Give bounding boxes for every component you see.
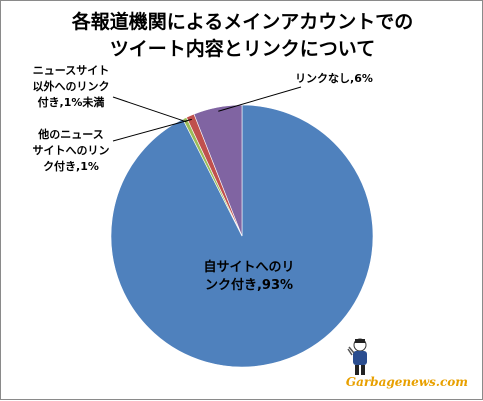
slice-label-own-site-line-1: 自サイトへのリ [203, 260, 295, 275]
chart-title-line-1: 各報道機関によるメインアカウントでの [71, 11, 414, 33]
slice-label-own-site-line-2: ンク付き,93% [204, 278, 294, 293]
leader-line-non-news [112, 96, 187, 123]
watermark: Garbagenews.com [345, 375, 468, 389]
slice-label-other-news: 他のニュース サイトへのリン ク付き,1% [15, 127, 127, 175]
slice-label-no-link: リンクなし,6% [284, 71, 384, 87]
leader-line-other-news [112, 118, 192, 142]
slice-label-other-news-line-2: サイトへのリン [32, 144, 110, 157]
slice-label-own-site: 自サイトへのリ ンク付き,93% [184, 259, 314, 295]
chart-title-line-2: ツイート内容とリンクについて [109, 38, 376, 60]
slice-label-non-news: ニュースサイト 以外へのリンク 付き,1%未満 [15, 63, 127, 111]
slice-label-no-link-line-1: リンクなし,6% [295, 72, 373, 85]
pie-slice-no-link [193, 104, 243, 237]
slice-label-other-news-line-3: ク付き,1% [43, 160, 99, 173]
mascot-logo [347, 338, 367, 375]
slice-label-non-news-line-3: 付き,1%未満 [37, 96, 105, 109]
slice-label-other-news-line-1: 他のニュース [38, 128, 104, 141]
chart-title: 各報道機関によるメインアカウントでの ツイート内容とリンクについて [1, 9, 483, 63]
slice-label-non-news-line-1: ニュースサイト [32, 64, 110, 77]
slice-label-non-news-line-2: 以外へのリンク [32, 80, 110, 93]
leader-line-no-link [218, 86, 302, 112]
